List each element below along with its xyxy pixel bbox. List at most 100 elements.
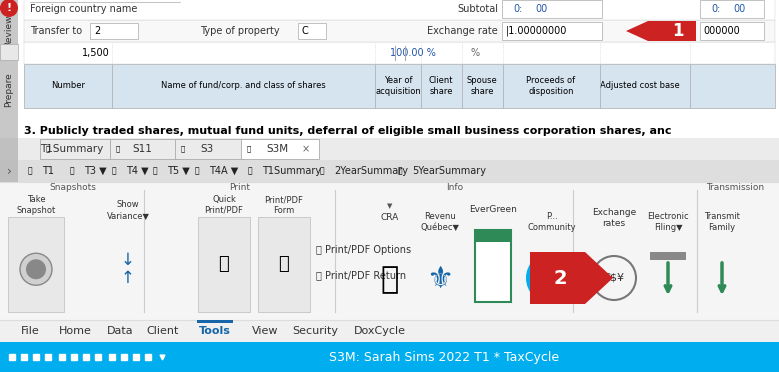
Text: 📄: 📄 <box>111 167 116 176</box>
Bar <box>24 0 775 20</box>
Text: Foreign country name: Foreign country name <box>30 4 137 14</box>
Text: 2: 2 <box>94 26 100 36</box>
Text: T5 ▼: T5 ▼ <box>167 166 190 176</box>
Bar <box>0 160 779 182</box>
Text: 🍁: 🍁 <box>381 266 399 295</box>
Text: Transfer to: Transfer to <box>30 26 82 36</box>
Text: EverGreen: EverGreen <box>469 205 517 215</box>
Text: ▼: ▼ <box>387 203 393 209</box>
Text: |1.00000000: |1.00000000 <box>506 26 567 36</box>
Text: 📄: 📄 <box>319 167 324 176</box>
Circle shape <box>26 259 46 279</box>
Bar <box>0 342 779 372</box>
Text: Transmit
Family: Transmit Family <box>704 212 740 232</box>
Text: 📋: 📋 <box>279 256 289 273</box>
Circle shape <box>20 253 52 285</box>
Text: Prepare: Prepare <box>5 72 13 107</box>
Bar <box>175 139 245 159</box>
Text: Info: Info <box>446 183 464 192</box>
Bar <box>198 217 250 312</box>
Text: Electronic
Filing▼: Electronic Filing▼ <box>647 212 689 232</box>
Bar <box>197 320 233 323</box>
Text: ↓: ↓ <box>121 251 135 269</box>
Bar <box>8 217 64 312</box>
Text: Transmission: Transmission <box>707 183 764 192</box>
Text: P...
Community: P... Community <box>527 212 576 232</box>
Circle shape <box>0 0 18 17</box>
Bar <box>24 64 775 108</box>
Text: Subtotal: Subtotal <box>457 4 498 14</box>
Text: ⚜: ⚜ <box>426 266 453 295</box>
Bar <box>0 160 18 182</box>
Bar <box>475 230 511 242</box>
Bar <box>298 23 326 39</box>
Text: ›: › <box>6 164 12 177</box>
Text: 📄: 📄 <box>153 167 157 176</box>
Text: T1Summary: T1Summary <box>41 144 104 154</box>
Text: S11: S11 <box>132 144 152 154</box>
Bar <box>0 320 779 342</box>
Text: €$¥: €$¥ <box>604 273 625 283</box>
Text: 📄: 📄 <box>69 167 74 176</box>
Text: Home: Home <box>58 326 91 336</box>
Text: :: : <box>520 4 523 14</box>
Bar <box>18 0 779 138</box>
Text: 🔧 Print/PDF Options: 🔧 Print/PDF Options <box>316 245 411 255</box>
Text: 📄: 📄 <box>398 167 402 176</box>
Bar <box>0 44 18 60</box>
Text: Snapshots: Snapshots <box>49 183 96 192</box>
Text: File: File <box>20 326 40 336</box>
Text: Adjusted cost base: Adjusted cost base <box>600 81 680 90</box>
Bar <box>90 23 138 39</box>
Bar <box>0 0 18 138</box>
Text: Revenu
Québec▼: Revenu Québec▼ <box>421 212 460 232</box>
Text: T4A ▼: T4A ▼ <box>209 166 238 176</box>
Text: T4 ▼: T4 ▼ <box>126 166 149 176</box>
Text: Year of
acquisition: Year of acquisition <box>375 76 421 96</box>
Text: C: C <box>302 26 308 36</box>
Text: 0: 0 <box>514 4 520 14</box>
Text: Print: Print <box>230 183 250 192</box>
Text: S3: S3 <box>200 144 213 154</box>
Text: Take
Snapshot: Take Snapshot <box>16 195 55 215</box>
Text: 3. Publicly traded shares, mutual fund units, deferral of eligible small busines: 3. Publicly traded shares, mutual fund u… <box>24 126 671 136</box>
Text: T1Summary: T1Summary <box>262 166 321 176</box>
Text: 📄: 📄 <box>195 167 199 176</box>
Text: %: % <box>471 48 480 58</box>
Text: Quick
Print/PDF: Quick Print/PDF <box>205 195 243 215</box>
FancyArrow shape <box>530 252 613 304</box>
Text: ×: × <box>302 144 310 154</box>
Text: Exchange rate: Exchange rate <box>427 26 498 36</box>
Text: 1,500: 1,500 <box>83 48 110 58</box>
Text: 000000: 000000 <box>703 26 740 36</box>
Text: Print/PDF
Form: Print/PDF Form <box>265 195 304 215</box>
Text: Review: Review <box>5 14 13 46</box>
Text: 🖨: 🖨 <box>219 256 229 273</box>
Text: CRA: CRA <box>381 214 399 222</box>
FancyArrow shape <box>626 21 696 41</box>
Bar <box>700 22 764 40</box>
Text: Spouse
share: Spouse share <box>467 76 497 96</box>
Text: 📄: 📄 <box>28 167 32 176</box>
Bar <box>40 139 110 159</box>
Text: ↑: ↑ <box>121 269 135 287</box>
Text: 1: 1 <box>672 22 684 40</box>
Bar <box>475 230 511 302</box>
Text: Data: Data <box>107 326 133 336</box>
Text: :: : <box>717 4 721 14</box>
Text: S3M: Sarah Sims 2022 T1 * TaxCycle: S3M: Sarah Sims 2022 T1 * TaxCycle <box>329 350 559 363</box>
Text: DoxCycle: DoxCycle <box>354 326 406 336</box>
Text: S3M: S3M <box>266 144 288 154</box>
Bar <box>241 139 319 159</box>
Bar <box>650 252 686 260</box>
Bar <box>700 0 764 18</box>
Text: 00: 00 <box>733 4 746 14</box>
Bar <box>0 138 779 160</box>
Text: T1: T1 <box>42 166 54 176</box>
Bar <box>110 139 180 159</box>
Bar <box>24 42 775 64</box>
Bar <box>502 0 602 18</box>
Text: 00: 00 <box>535 4 548 14</box>
Text: 📄: 📄 <box>248 167 252 176</box>
Text: Type of property: Type of property <box>200 26 280 36</box>
